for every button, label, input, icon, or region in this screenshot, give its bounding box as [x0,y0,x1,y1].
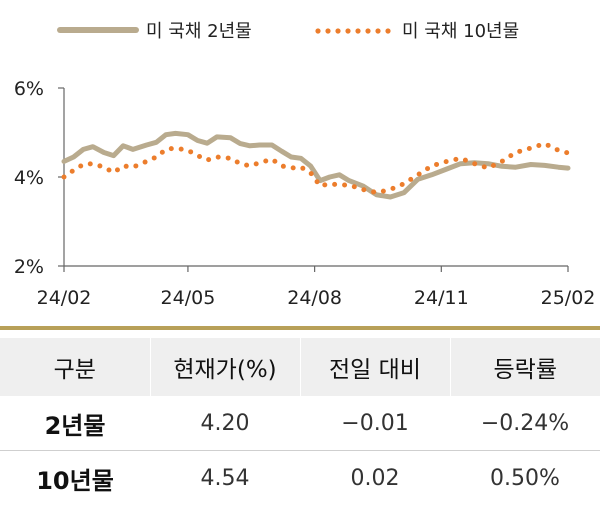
series-10yr [64,144,568,193]
x-tick-label: 24/08 [287,287,342,309]
table-top-rule [0,326,600,330]
header-current-price: 현재가(%) [150,338,300,396]
cell-10yr-change: 0.02 [300,451,450,505]
header-category: 구분 [0,338,150,396]
x-tick-label: 24/05 [161,287,216,309]
header-change-rate: 등락률 [450,338,600,396]
table-row-10yr: 10년물 4.54 0.02 0.50% [0,451,600,505]
cell-10yr-rate: 0.50% [450,451,600,505]
yield-summary-table: 구분 현재가(%) 전일 대비 등락률 2년물 4.20 −0.01 −0.24… [0,338,600,505]
legend-swatch-10yr-dot [375,28,380,33]
chart-axes: 2% 4% 6% 24/02 24/05 24/08 24/11 25/02 [14,78,596,309]
legend-swatch-10yr-dot [335,28,340,33]
row-label-10yr: 10년물 [0,451,150,505]
y-tick-label: 4% [14,167,44,189]
cell-2yr-current: 4.20 [150,396,300,451]
legend-swatch-10yr-dot [385,28,390,33]
cell-2yr-change: −0.01 [300,396,450,451]
legend-swatch-10yr-dot [325,28,330,33]
legend-swatch-10yr-dot [345,28,350,33]
legend-label-2yr: 미 국채 2년물 [146,21,252,42]
table-header-row: 구분 현재가(%) 전일 대비 등락률 [0,338,600,396]
x-tick-label: 24/02 [37,287,92,309]
y-tick-label: 6% [14,78,44,100]
row-label-2yr: 2년물 [0,396,150,451]
legend-label-10yr: 미 국채 10년물 [402,21,519,42]
chart-series-layer [64,133,568,197]
legend-swatch-10yr-dot [355,28,360,33]
table-row-2yr: 2년물 4.20 −0.01 −0.24% [0,396,600,451]
x-tick-label: 25/02 [541,287,596,309]
chart-legend: 미 국채 2년물 미 국채 10년물 [60,21,519,42]
x-tick-label: 24/11 [414,287,469,309]
legend-swatch-10yr-dot [365,28,370,33]
cell-2yr-rate: −0.24% [450,396,600,451]
cell-10yr-current: 4.54 [150,451,300,505]
series-line [64,144,568,193]
y-tick-label: 2% [14,256,44,278]
legend-swatch-10yr-dot [315,28,320,33]
header-day-change: 전일 대비 [300,338,450,396]
